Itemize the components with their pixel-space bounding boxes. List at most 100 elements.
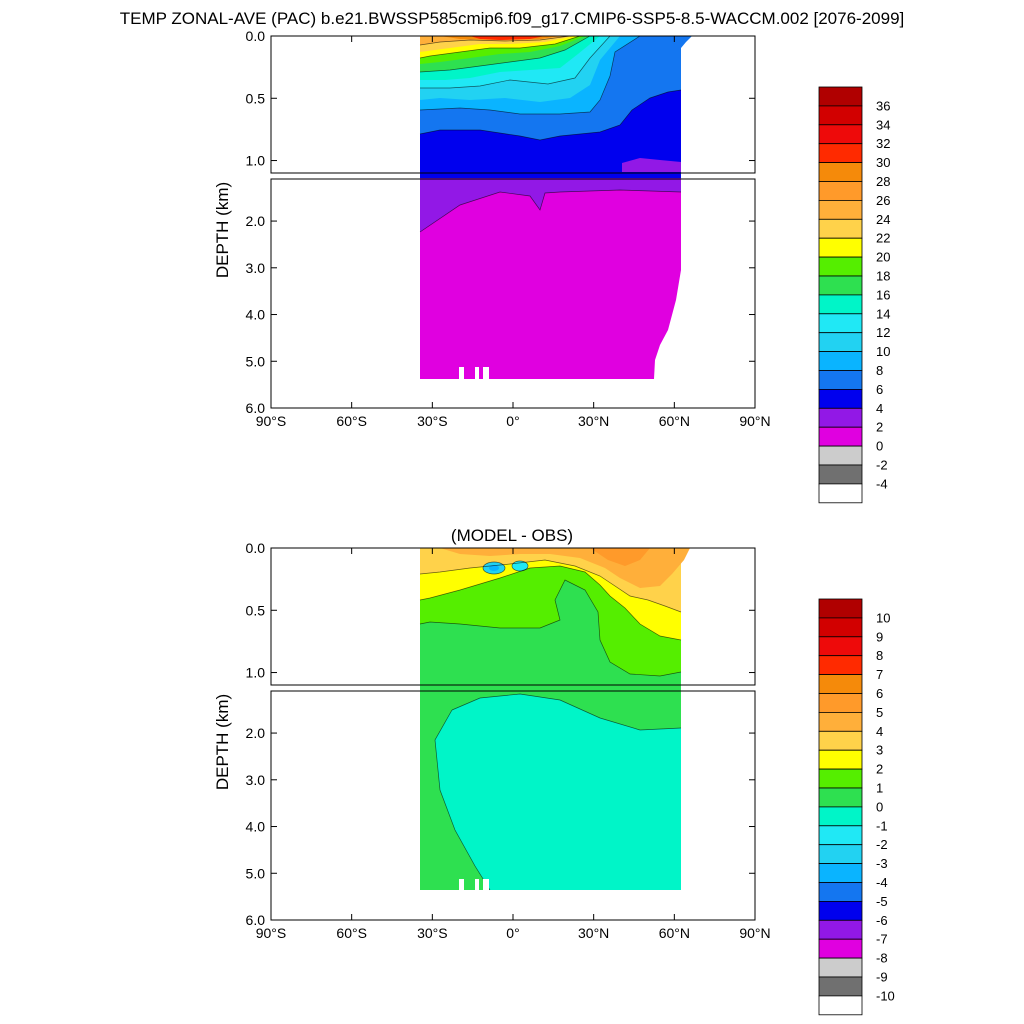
colorbar-swatch	[818, 105, 863, 126]
colorbar-swatch	[818, 863, 863, 883]
colorbar-label: 4	[876, 401, 883, 416]
axes-model: 90°S 60°S 30°S 0° 30°N 60°N 90°N 0.0 0.5 1.0 2.0 3.…	[246, 28, 771, 429]
colorbar-label: 2	[876, 762, 883, 777]
colorbar-label: -4	[876, 875, 888, 890]
difference-panel-title: (MODEL - OBS)	[451, 526, 573, 545]
colorbar-swatch	[818, 655, 863, 676]
colorbar-swatch	[818, 901, 863, 921]
colorbar-label: 1	[876, 781, 883, 796]
colorbar-swatch	[818, 181, 863, 201]
colorbar-label: 2	[876, 420, 883, 435]
x-tick-label: 90°S	[256, 925, 287, 941]
colorbar-label: 10	[876, 344, 890, 359]
colorbar-swatch	[818, 825, 863, 846]
y-tick-label: 0.0	[246, 540, 266, 556]
seafloor-gap	[483, 367, 489, 380]
colorbar-label: 10	[876, 610, 890, 625]
y-tick-label: 4.0	[246, 819, 266, 835]
colorbar-swatch	[818, 294, 863, 315]
colorbar-label: 30	[876, 155, 890, 170]
colorbar-swatch	[818, 636, 863, 657]
colorbar-label: 18	[876, 269, 890, 284]
colorbar-swatch	[818, 351, 863, 371]
colorbar-label: -1	[876, 818, 888, 833]
colorbar-swatch	[818, 275, 863, 296]
region-5-6	[590, 548, 650, 566]
colorbar-swatch	[818, 995, 863, 1016]
x-tick-label: 30°N	[578, 413, 609, 429]
colorbar-label: 0	[876, 799, 883, 814]
x-tick-label: 90°N	[739, 413, 770, 429]
colorbar-swatch	[818, 256, 863, 277]
colorbar-swatch	[818, 693, 863, 713]
colorbar-label: 8	[876, 363, 883, 378]
contour-lines-diff	[419, 559, 682, 891]
y-tick-label: 6.0	[246, 400, 266, 416]
colorbar-label: 12	[876, 325, 890, 340]
contour-field-model	[419, 36, 692, 380]
colorbar-label: -7	[876, 932, 888, 947]
y-tick-label: 6.0	[246, 912, 266, 928]
region-warm-pool	[470, 36, 545, 40]
colorbar-label: -3	[876, 856, 888, 871]
colorbar-swatch	[818, 712, 863, 732]
colorbar-swatch	[818, 938, 863, 959]
colorbar-label: 24	[876, 212, 890, 227]
colorbar-label: -10	[876, 988, 895, 1003]
y-tick-label: 4.0	[246, 307, 266, 323]
colorbar-label: -2	[876, 458, 888, 473]
colorbar-swatch	[818, 806, 863, 827]
colorbar-swatch	[818, 162, 863, 182]
y-tick-label: 1.0	[246, 153, 266, 169]
colorbar-label: 32	[876, 136, 890, 151]
seafloor-gap	[475, 367, 479, 380]
y-tick-label: 5.0	[246, 353, 266, 369]
colorbar-swatch	[818, 730, 863, 751]
colorbar-swatch	[818, 957, 863, 978]
region-neg1-0	[435, 694, 681, 890]
colorbar-label: 4	[876, 724, 883, 739]
colorbar-label: 6	[876, 382, 883, 397]
panel-model-temperature: 90°S 60°S 30°S 0° 30°N 60°N 90°N 0.0 0.5 1.0 2.0 3.…	[213, 28, 890, 504]
y-axis-label: DEPTH (km)	[213, 694, 232, 790]
colorbar-swatch	[818, 218, 863, 239]
x-tick-label: 30°S	[417, 925, 448, 941]
y-tick-label: 1.0	[246, 665, 266, 681]
colorbar-label: 8	[876, 648, 883, 663]
colorbar-swatch	[818, 86, 863, 107]
x-tick-label: 60°S	[336, 925, 367, 941]
colorbar-swatch	[818, 332, 863, 353]
y-tick-label: 0.0	[246, 28, 266, 44]
colorbar-label: 6	[876, 686, 883, 701]
colorbar-swatch	[818, 388, 863, 409]
x-tick-label: 90°N	[739, 925, 770, 941]
colorbar-label: -2	[876, 837, 888, 852]
x-tick-label: 0°	[506, 413, 519, 429]
colorbar-label: 22	[876, 231, 890, 246]
y-tick-label: 0.5	[246, 602, 266, 618]
colorbar-label: 28	[876, 174, 890, 189]
panel-model-minus-obs: (MODEL - OBS) 90°S 60°S 30°S	[213, 526, 895, 1016]
y-tick-label: 2.0	[246, 725, 266, 741]
y-tick-label: 3.0	[246, 772, 266, 788]
y-axis-label: DEPTH (km)	[213, 182, 232, 278]
colorbar-swatch	[818, 199, 863, 220]
colorbar-swatch	[818, 124, 863, 145]
x-tick-label: 30°N	[578, 925, 609, 941]
colorbar-label: -6	[876, 913, 888, 928]
colorbar-swatch	[818, 598, 863, 619]
seafloor-gap	[459, 879, 464, 892]
x-tick-label: 60°N	[659, 925, 690, 941]
colorbar-label: -9	[876, 970, 888, 985]
colorbar-swatch	[818, 919, 863, 940]
colorbar-swatch	[818, 882, 863, 902]
contour-lines-model	[419, 36, 682, 233]
colorbar-label: 14	[876, 306, 890, 321]
colorbar-label: 3	[876, 743, 883, 758]
x-tick-label: 60°N	[659, 413, 690, 429]
x-tick-label: 60°S	[336, 413, 367, 429]
colorbar-label: -4	[876, 476, 888, 491]
colorbar-swatch	[818, 787, 863, 808]
